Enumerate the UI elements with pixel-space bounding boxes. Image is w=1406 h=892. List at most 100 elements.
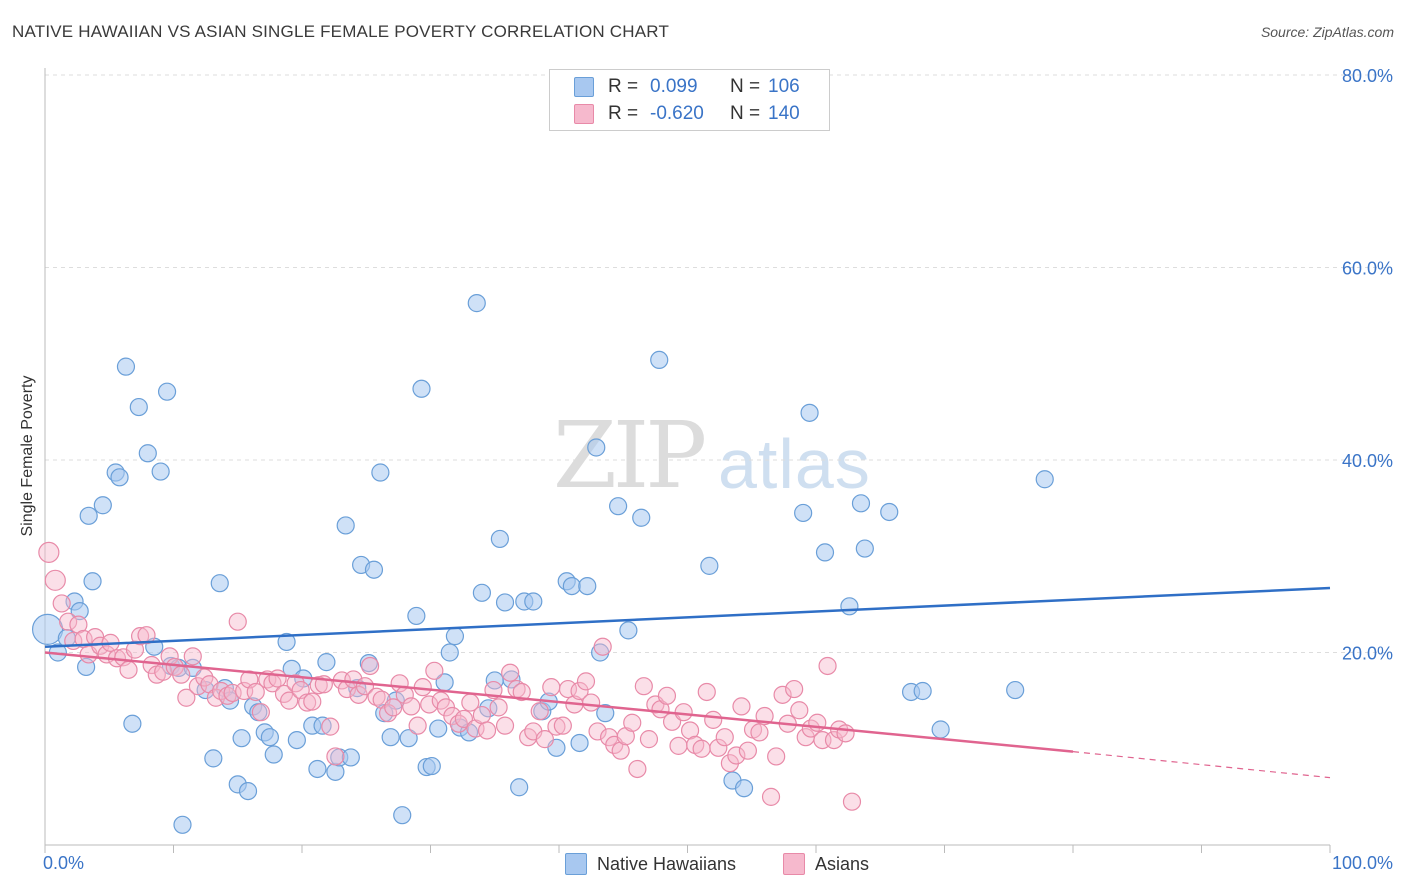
data-point-native-hawaiian: [407, 606, 426, 626]
data-point-native-hawaiian: [277, 632, 296, 652]
data-point-asian: [298, 693, 317, 712]
legend-n-value: 106: [768, 76, 800, 97]
data-point-asian: [177, 688, 196, 707]
data-point-asian: [142, 655, 161, 675]
data-point-native-hawaiian: [596, 704, 615, 723]
data-point-asian: [280, 691, 299, 710]
data-point-native-hawaiian: [129, 397, 148, 417]
data-point-native-hawaiian: [93, 496, 112, 515]
data-point-native-hawaiian: [232, 729, 251, 748]
legend-n-value: 140: [768, 103, 800, 124]
data-point-native-hawaiian: [445, 627, 465, 646]
series-asians: [38, 541, 862, 811]
data-point-asian: [790, 701, 809, 720]
data-point-asian: [246, 682, 265, 702]
data-point-asian: [228, 612, 247, 631]
x-tick-label-max: 100.0%: [1332, 853, 1393, 873]
data-point-asian: [558, 679, 578, 699]
y-tick-label: 60.0%: [1342, 259, 1393, 279]
data-point-native-hawaiian: [700, 556, 719, 575]
data-point-asian: [738, 741, 757, 760]
data-point-asian: [309, 676, 328, 695]
chart-title: NATIVE HAWAIIAN VS ASIAN SINGLE FEMALE P…: [12, 22, 670, 41]
data-point-native-hawaiian: [578, 576, 597, 596]
data-point-native-hawaiian: [931, 720, 950, 739]
data-point-asian: [183, 647, 202, 666]
legend-n-label: N =: [730, 103, 761, 124]
bottom-legend-native-hawaiians: Native Hawaiians: [565, 851, 736, 877]
data-point-asian: [692, 739, 711, 758]
legend-r-label: R =: [608, 103, 639, 124]
data-point-native-hawaiian: [381, 728, 400, 747]
data-point-native-hawaiian: [524, 592, 543, 611]
data-point-asian: [773, 685, 792, 704]
blue-swatch-icon: [565, 853, 587, 875]
data-point-asian: [218, 686, 237, 705]
x-tick-label-min: 0.0%: [43, 853, 84, 873]
data-point-native-hawaiian: [364, 560, 384, 579]
bottom-legend-asians: Asians: [783, 851, 869, 877]
data-point-native-hawaiian: [264, 745, 283, 764]
data-point-native-hawaiian: [375, 704, 394, 723]
data-point-native-hawaiian: [204, 749, 223, 768]
data-point-asian: [408, 716, 427, 735]
data-point-native-hawaiian: [412, 379, 431, 398]
data-point-asian: [251, 703, 270, 722]
data-point-asian: [530, 702, 549, 721]
data-point-native-hawaiian: [502, 670, 521, 689]
data-point-asian: [593, 637, 612, 656]
data-point-asian: [477, 721, 497, 740]
data-point-asian: [674, 703, 693, 722]
data-point-asian: [535, 730, 554, 749]
data-point-native-hawaiian: [609, 497, 628, 516]
data-point-asian: [223, 683, 242, 703]
data-point-asian: [321, 717, 340, 736]
data-point-native-hawaiian: [562, 576, 581, 596]
data-point-asian: [842, 792, 862, 811]
data-point-asian: [553, 716, 572, 735]
data-point-asian: [472, 705, 491, 725]
data-point-native-hawaiian: [1006, 680, 1025, 700]
data-point-native-hawaiian: [913, 681, 932, 701]
trend-line-asians-extension: [1072, 751, 1331, 779]
correlation-legend: R = 0.099 N = 106 R = -0.620 N = 140: [549, 69, 830, 131]
data-point-asian: [449, 714, 468, 733]
data-point-native-hawaiian: [650, 350, 669, 369]
pink-swatch-icon: [574, 104, 594, 124]
data-point-asian: [38, 541, 60, 564]
data-point-native-hawaiian: [399, 729, 418, 748]
source-label: Source: ZipAtlas.com: [1260, 24, 1394, 40]
data-point-native-hawaiian: [173, 815, 192, 834]
data-point-native-hawaiian: [495, 593, 515, 612]
data-point-asian: [361, 656, 380, 676]
blue-swatch-icon: [574, 77, 594, 97]
data-point-native-hawaiian: [840, 597, 859, 616]
data-point-asian: [268, 669, 287, 688]
data-point-asian: [69, 615, 88, 634]
data-point-asian: [425, 661, 444, 680]
grid-lines: [45, 74, 1392, 653]
data-point-native-hawaiian: [467, 294, 486, 313]
data-point-native-hawaiian: [110, 468, 129, 487]
data-point-native-hawaiian: [800, 403, 819, 422]
trend-line-asians: [44, 651, 1074, 753]
data-point-asian: [542, 678, 561, 697]
data-point-asian: [119, 660, 138, 679]
data-point-asian: [326, 747, 345, 766]
data-point-native-hawaiian: [1035, 470, 1054, 489]
data-point-asian: [489, 698, 508, 717]
data-point-asian: [303, 692, 322, 711]
data-point-asian: [836, 724, 855, 743]
data-point-asian: [732, 697, 751, 716]
data-point-asian: [59, 612, 78, 631]
data-point-native-hawaiian: [151, 462, 170, 481]
data-point-native-hawaiian: [238, 781, 258, 801]
data-point-asian: [570, 681, 589, 701]
series-native-hawaiians: [31, 294, 1054, 834]
data-point-asian: [137, 626, 156, 645]
data-point-asian: [639, 730, 659, 749]
data-point-asian: [680, 721, 700, 740]
data-point-native-hawaiian: [490, 529, 509, 549]
trend-line-native-hawaiians: [44, 586, 1331, 648]
legend-series-name: Native Hawaiians: [597, 853, 737, 874]
